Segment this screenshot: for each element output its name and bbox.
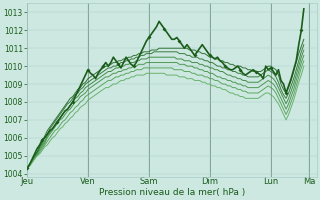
- X-axis label: Pression niveau de la mer( hPa ): Pression niveau de la mer( hPa ): [99, 188, 245, 197]
